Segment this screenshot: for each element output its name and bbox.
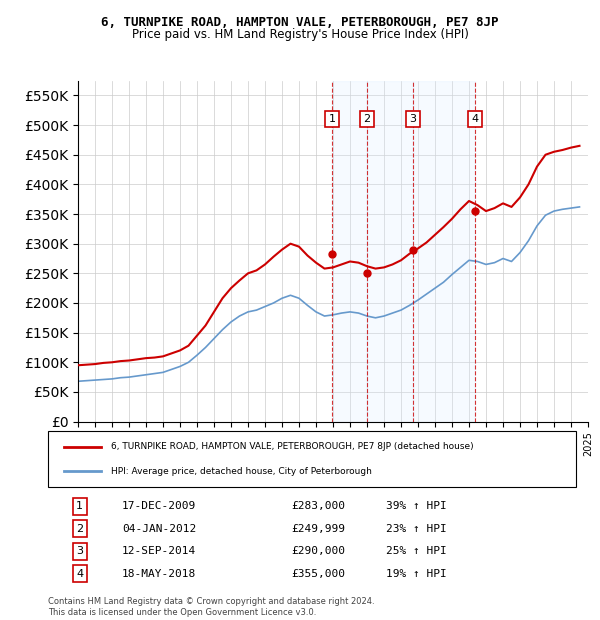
Text: 39% ↑ HPI: 39% ↑ HPI [386, 501, 446, 511]
Text: 4: 4 [472, 114, 479, 124]
Text: £290,000: £290,000 [291, 546, 345, 556]
Text: HPI: Average price, detached house, City of Peterborough: HPI: Average price, detached house, City… [112, 467, 372, 476]
Text: Contains HM Land Registry data © Crown copyright and database right 2024.
This d: Contains HM Land Registry data © Crown c… [48, 598, 374, 617]
Text: 3: 3 [76, 546, 83, 556]
Bar [413, 81, 475, 422]
Text: 18-MAY-2018: 18-MAY-2018 [122, 569, 196, 578]
Text: 1: 1 [76, 501, 83, 511]
Text: 23% ↑ HPI: 23% ↑ HPI [386, 524, 446, 534]
Text: 25% ↑ HPI: 25% ↑ HPI [386, 546, 446, 556]
Text: 04-JAN-2012: 04-JAN-2012 [122, 524, 196, 534]
Text: 19% ↑ HPI: 19% ↑ HPI [386, 569, 446, 578]
Bar [332, 81, 367, 422]
Text: 12-SEP-2014: 12-SEP-2014 [122, 546, 196, 556]
Text: 3: 3 [409, 114, 416, 124]
Text: 4: 4 [76, 569, 83, 578]
Text: Price paid vs. HM Land Registry's House Price Index (HPI): Price paid vs. HM Land Registry's House … [131, 28, 469, 41]
Text: 2: 2 [364, 114, 371, 124]
Text: £249,999: £249,999 [291, 524, 345, 534]
Text: £283,000: £283,000 [291, 501, 345, 511]
Text: 6, TURNPIKE ROAD, HAMPTON VALE, PETERBOROUGH, PE7 8JP (detached house): 6, TURNPIKE ROAD, HAMPTON VALE, PETERBOR… [112, 442, 474, 451]
Text: 6, TURNPIKE ROAD, HAMPTON VALE, PETERBOROUGH, PE7 8JP: 6, TURNPIKE ROAD, HAMPTON VALE, PETERBOR… [101, 16, 499, 29]
Bar [367, 81, 413, 422]
Text: 2: 2 [76, 524, 83, 534]
FancyBboxPatch shape [48, 431, 576, 487]
Text: £355,000: £355,000 [291, 569, 345, 578]
Text: 17-DEC-2009: 17-DEC-2009 [122, 501, 196, 511]
Text: 1: 1 [329, 114, 336, 124]
